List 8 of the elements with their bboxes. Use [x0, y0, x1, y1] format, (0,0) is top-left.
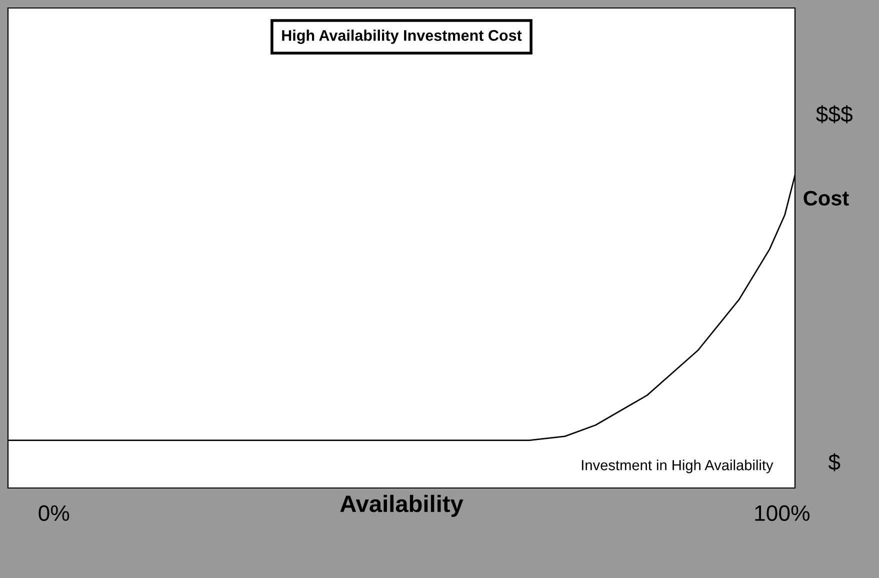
text: Investment in High Availability — [582, 460, 774, 474]
text: $$$ — [816, 105, 853, 124]
text: $ — [828, 453, 840, 472]
y-axis-title: Cost — [804, 190, 849, 206]
chart-title: High Availability Investment Cost — [282, 30, 522, 44]
x-tick-label: 100% — [755, 505, 810, 521]
x-tick-label: 0% — [38, 505, 70, 521]
x-axis-title: Availability — [340, 494, 464, 517]
